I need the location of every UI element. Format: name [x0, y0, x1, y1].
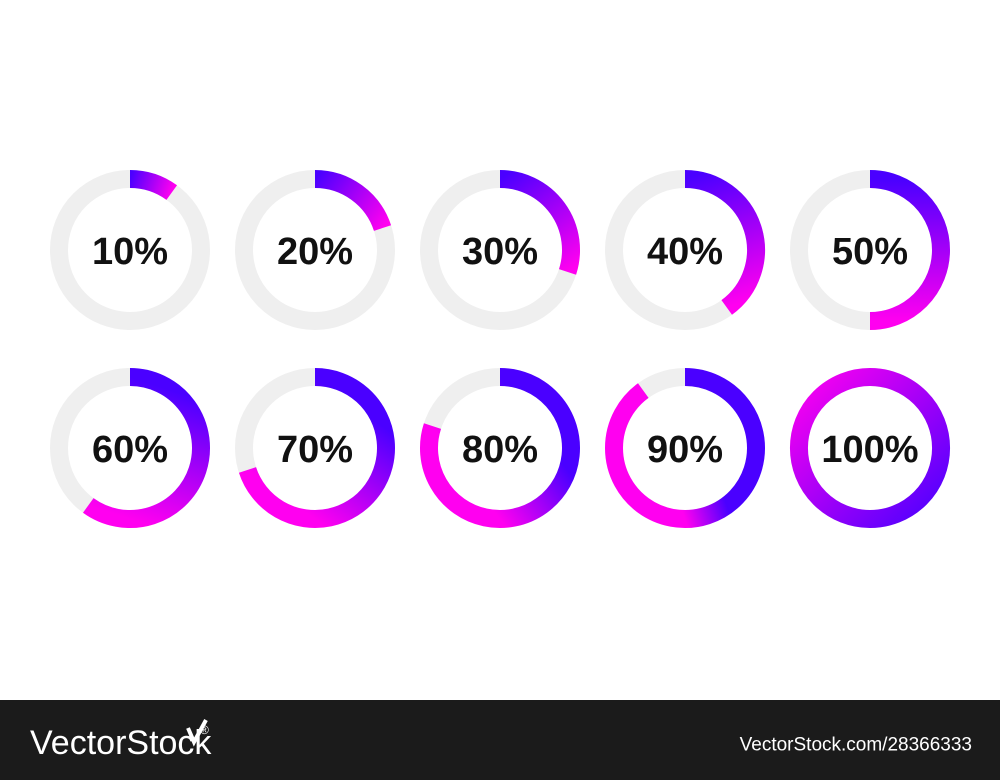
percent-label: 80% [462, 429, 538, 471]
percent-label: 50% [832, 231, 908, 273]
footer-mark: ® [200, 723, 209, 737]
percent-label: 100% [821, 429, 918, 471]
footer-brand: VectorStock [30, 724, 212, 762]
percent-label: 20% [277, 231, 353, 273]
footer-bar [0, 700, 1000, 780]
rings: 10% 20% 30% 40% 50% 60% 70% 80% 90% 100% [50, 170, 950, 529]
background [0, 0, 1000, 700]
progress-arc [684, 170, 765, 315]
percent-label: 40% [647, 231, 723, 273]
progress-arc [420, 368, 580, 528]
footer-url: VectorStock.com/28366333 [740, 735, 972, 756]
progress-arc [82, 368, 210, 528]
progress-arc [499, 170, 580, 275]
progress-arc [869, 170, 950, 330]
progress-arc [129, 170, 178, 201]
percent-label: 70% [277, 429, 353, 471]
footer-logo [186, 719, 208, 747]
percent-label: 30% [462, 231, 538, 273]
percent-label: 90% [647, 429, 723, 471]
progress-arc [238, 368, 395, 528]
progress-arc [790, 368, 950, 529]
percent-label: 60% [92, 429, 168, 471]
progress-arc [314, 170, 392, 232]
progress-arc [605, 368, 765, 528]
percent-label: 10% [92, 231, 168, 273]
